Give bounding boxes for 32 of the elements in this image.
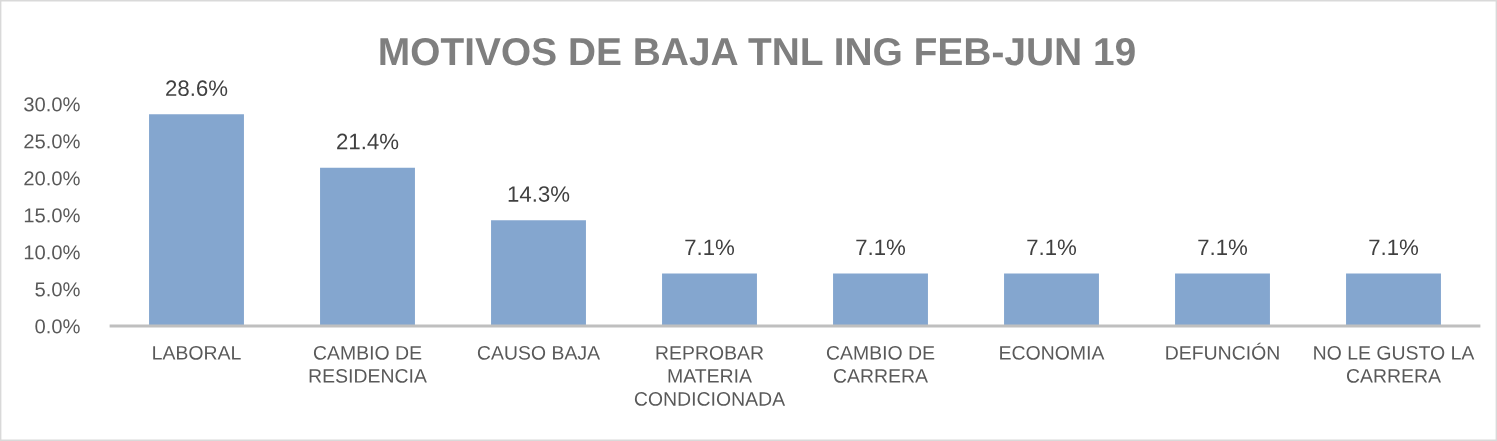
x-tick-label: DEFUNCIÓN xyxy=(1166,342,1279,360)
bar xyxy=(662,273,757,326)
data-label: 28.6% xyxy=(166,80,228,97)
data-label: 7.1% xyxy=(856,239,906,256)
y-tick-label: 0.0% xyxy=(35,319,80,334)
chart-title: MOTIVOS DE BAJA TNL ING FEB-JUN 19 xyxy=(380,37,1135,66)
y-tick-label: 5.0% xyxy=(35,282,80,297)
x-tick-label: CAUSO BAJA xyxy=(477,345,601,360)
data-label: 7.1% xyxy=(1027,239,1077,256)
y-tick-label: 30.0% xyxy=(24,97,80,112)
bar xyxy=(491,220,586,326)
bar xyxy=(320,167,415,326)
bar xyxy=(1004,273,1099,326)
x-tick-label: CAMBIO DE RESIDENCIA xyxy=(309,345,427,383)
bar xyxy=(149,114,244,326)
x-tick-label: REPROBAR MATERIA CONDICIONADA xyxy=(634,345,786,406)
bar xyxy=(833,273,928,326)
data-label: 7.1% xyxy=(685,239,735,256)
y-tick-label: 15.0% xyxy=(24,208,80,223)
bar xyxy=(1346,273,1441,326)
x-tick-label: CAMBIO DE CARRERA xyxy=(826,345,935,383)
data-label: 7.1% xyxy=(1369,239,1419,256)
data-label: 21.4% xyxy=(337,133,399,150)
bar xyxy=(1175,273,1270,326)
data-label: 7.1% xyxy=(1198,239,1248,256)
x-tick-label: ECONOMIA xyxy=(1000,345,1105,360)
y-tick-label: 20.0% xyxy=(24,171,80,186)
data-label: 14.3% xyxy=(508,186,570,202)
x-tick-label: LABORAL xyxy=(153,345,241,360)
y-tick-label: 25.0% xyxy=(24,134,80,149)
y-tick-label: 10.0% xyxy=(24,245,80,260)
x-tick-label: NO LE GUSTO LA CARRERA xyxy=(1314,345,1475,383)
